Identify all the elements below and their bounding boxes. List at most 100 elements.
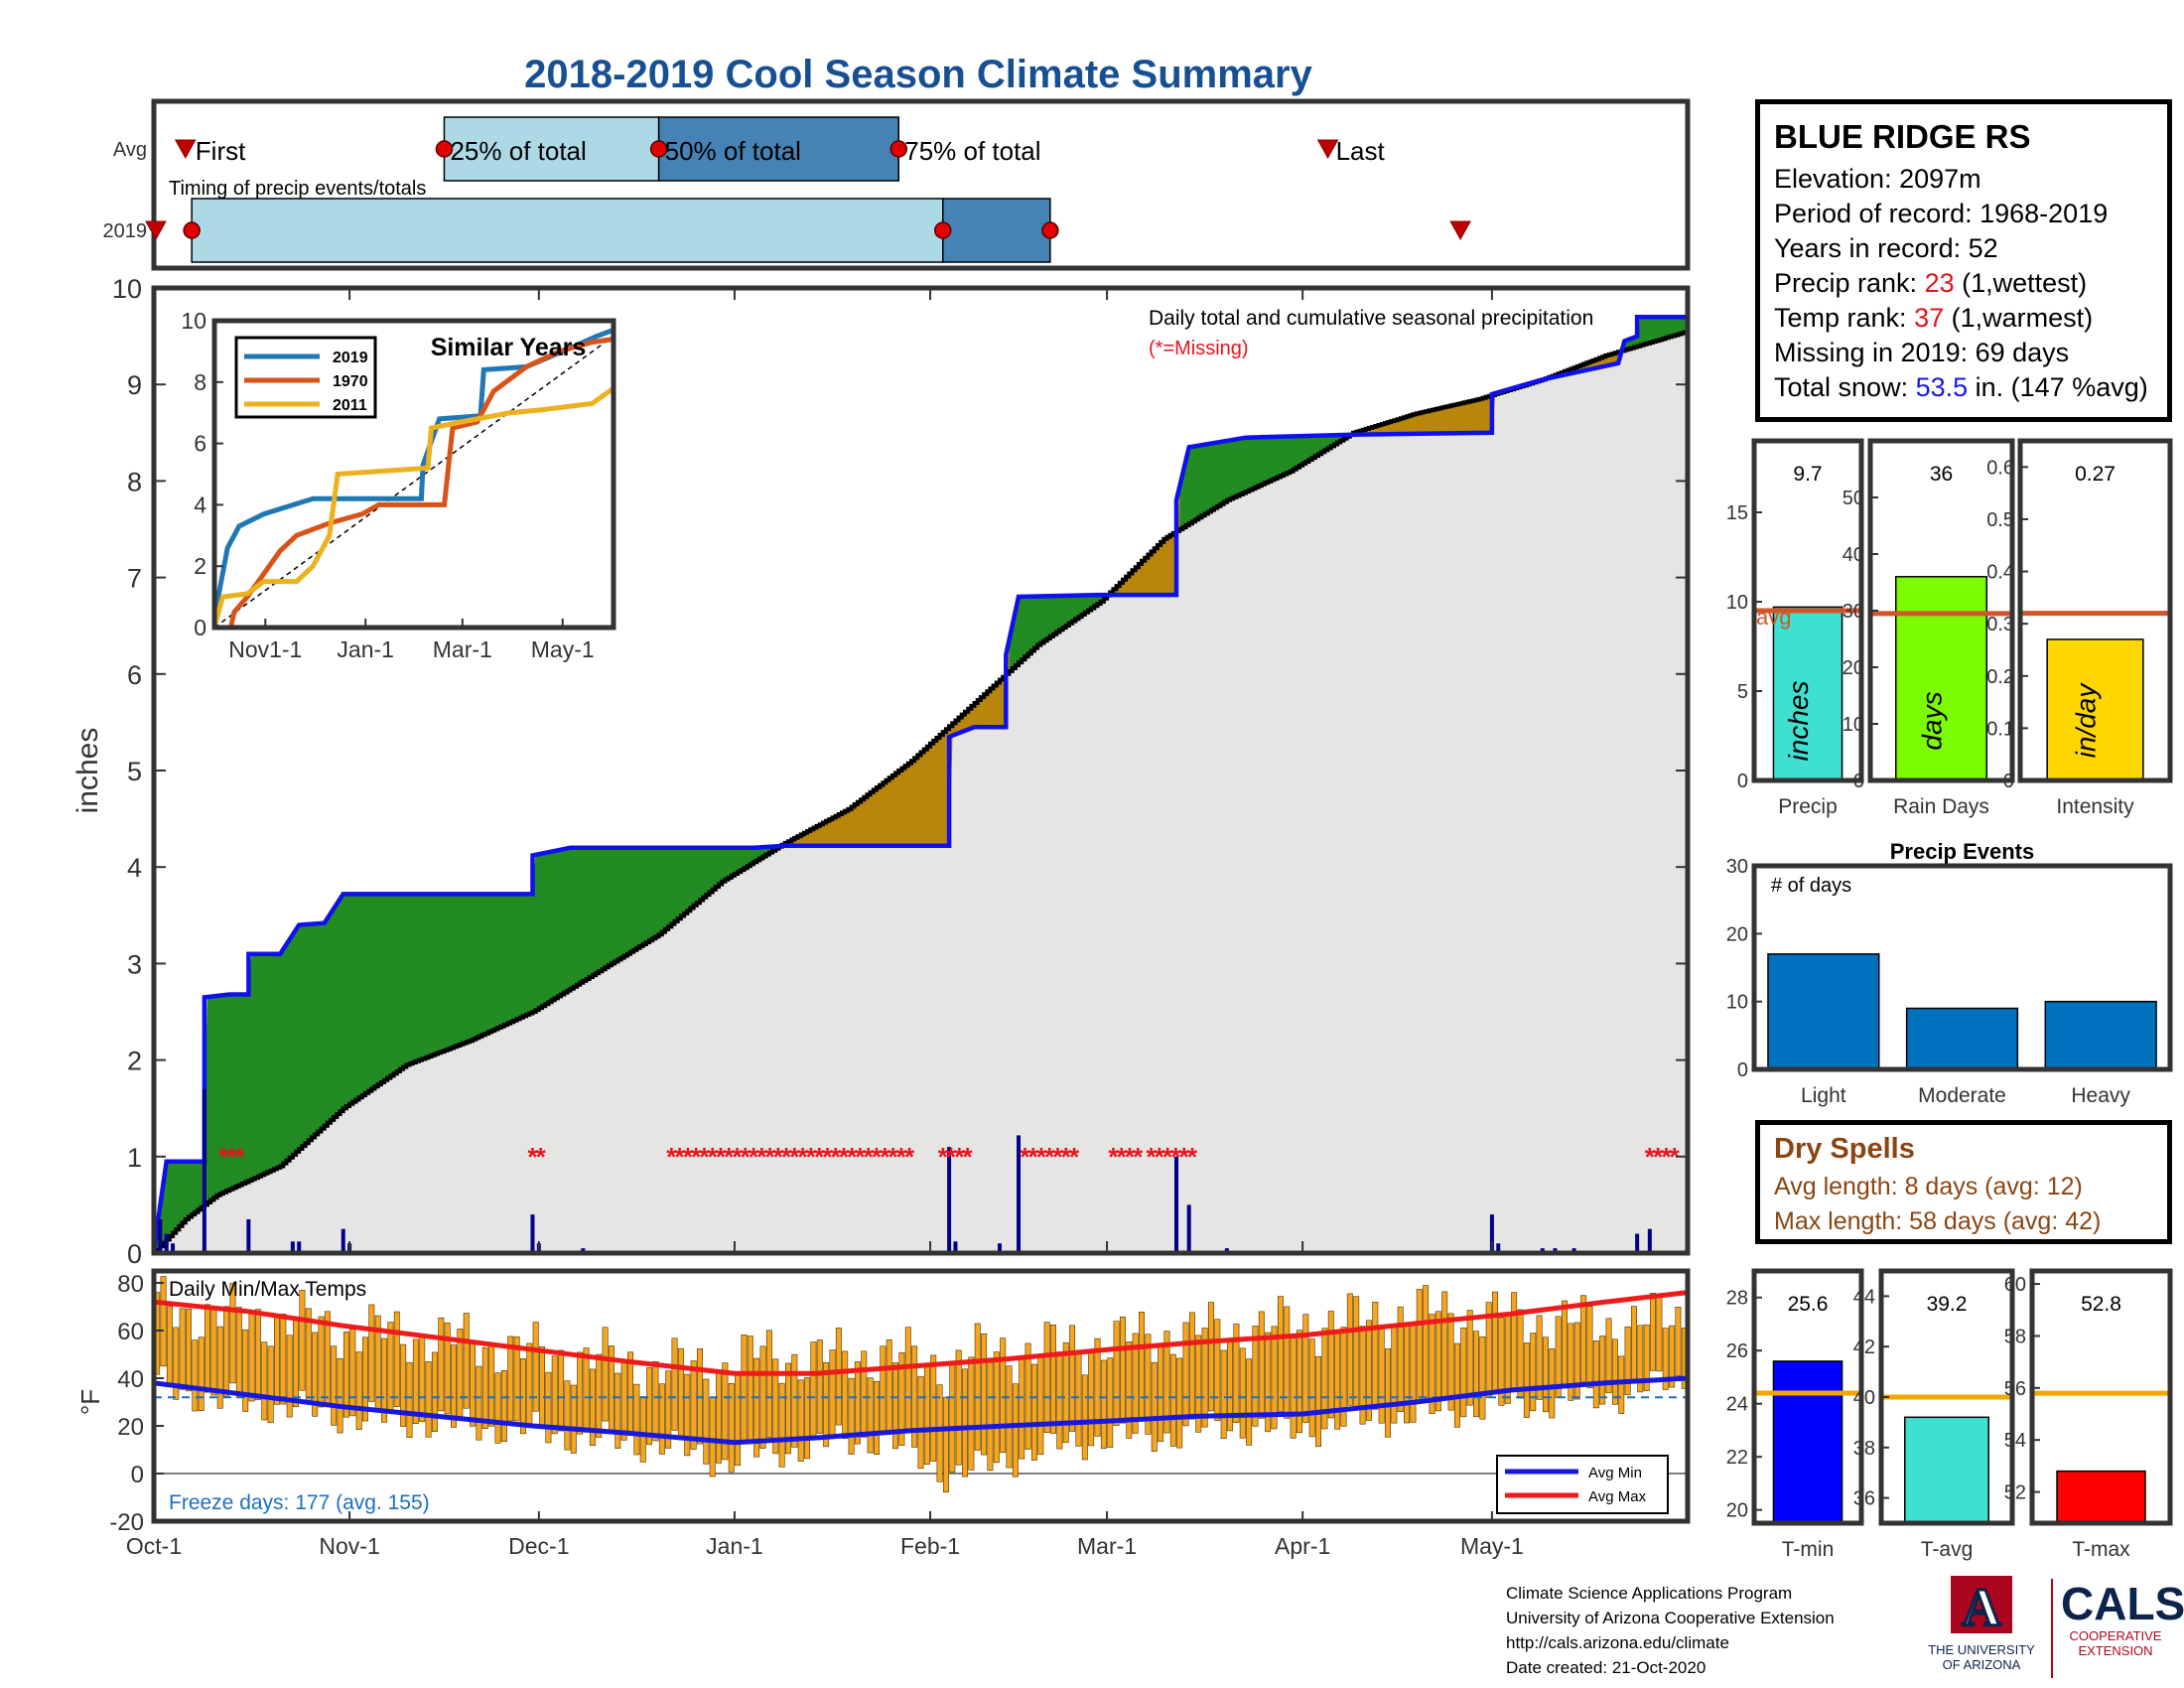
- temp_max-frame: [2029, 1268, 2173, 1526]
- events-bar-heavy: [2044, 1000, 2157, 1070]
- precip-events-chart: Light Moderate Heavy 0 10 20 30 Precip Events # …: [1726, 839, 2173, 1107]
- daily-precip-bar: [953, 1241, 958, 1253]
- daily-temp-bar: [917, 1376, 924, 1470]
- daily-temp-bar: [1391, 1325, 1398, 1424]
- events-title: Precip Events: [1890, 839, 2035, 864]
- events-y-tick-label: 10: [1726, 992, 1748, 1014]
- daily-temp-bar: [804, 1377, 811, 1460]
- daily-temp-bar: [1182, 1322, 1189, 1427]
- daily-temp-bar: [1650, 1293, 1657, 1371]
- daily-temp-bar: [235, 1307, 242, 1398]
- daily-temp-bar: [216, 1326, 223, 1409]
- temp-y-axis-label: °F: [75, 1389, 105, 1415]
- similar-years-inset: 0 2 4 6 8 10 Nov1-1 Jan-1 Mar-1 May-1 Similar Year…: [181, 308, 616, 662]
- missing-day-marker: *: [1108, 1142, 1119, 1172]
- daily-temp-bar: [1321, 1328, 1328, 1430]
- daily-temp-bar: [1385, 1348, 1391, 1438]
- footer-line-3: http://cals.arizona.edu/climate: [1506, 1633, 1729, 1652]
- daily-temp-bar: [646, 1367, 653, 1446]
- missing-day-marker: *: [1670, 1142, 1681, 1172]
- temp-x-tick-label: Nov-1: [319, 1533, 379, 1559]
- totals_rain_days-chart: days 0 10 20 30 40 50 36 Rain Days: [1843, 438, 2015, 818]
- daily-temp-bar: [684, 1373, 691, 1457]
- ua-logo-mark: A: [1963, 1578, 2001, 1637]
- inset-legend-label-2011: 2011: [333, 397, 367, 414]
- missing-day-marker: *: [527, 1142, 538, 1172]
- missing-day-marker: *: [732, 1142, 743, 1172]
- daily-temp-bar: [1094, 1337, 1101, 1437]
- missing-day-marker: *: [234, 1142, 245, 1172]
- daily-temp-bar: [349, 1329, 356, 1417]
- timing-label-last: Last: [1336, 136, 1386, 166]
- daily-temp-bar: [955, 1349, 962, 1466]
- totals_precip-bar: [1772, 606, 1843, 781]
- daily-temp-bar: [690, 1360, 697, 1450]
- missing-day-marker: *: [880, 1142, 890, 1172]
- main-y-tick-label: 9: [127, 370, 142, 400]
- daily-temp-bar: [854, 1361, 861, 1445]
- daily-temp-bar: [962, 1368, 968, 1477]
- main-y-tick-label: 4: [127, 853, 142, 883]
- timing-avg-25-marker: [435, 140, 454, 158]
- daily-temp-bar: [368, 1304, 375, 1402]
- daily-temp-bar: [633, 1383, 640, 1456]
- daily-temp-bar: [835, 1328, 842, 1426]
- missing-day-marker: *: [1187, 1142, 1198, 1172]
- daily-temp-bar: [387, 1322, 394, 1414]
- daily-temp-bar: [1069, 1325, 1076, 1432]
- daily-temp-bar: [463, 1313, 470, 1409]
- main-y-tick-label: 2: [127, 1047, 142, 1076]
- daily-temp-bar: [577, 1351, 584, 1435]
- main-y-tick-label: 8: [127, 467, 142, 496]
- daily-temp-bar: [470, 1342, 477, 1427]
- daily-temp-bar: [1517, 1309, 1524, 1399]
- missing-day-marker: *: [536, 1142, 547, 1172]
- daily-temp-bar: [267, 1345, 274, 1424]
- daily-temp-bar: [1207, 1302, 1214, 1412]
- daily-temp-bar: [494, 1372, 501, 1444]
- daily-temp-bar: [652, 1360, 659, 1442]
- daily-temp-bar: [166, 1306, 173, 1386]
- daily-temp-bar: [539, 1345, 545, 1428]
- totals_precip-y-tick-label: 10: [1726, 592, 1748, 614]
- missing-day-marker: *: [226, 1142, 237, 1172]
- daily-precip-bar: [1186, 1204, 1191, 1253]
- missing-day-marker: *: [946, 1142, 957, 1172]
- daily-temp-bar: [513, 1336, 520, 1422]
- avg-cumulative-line: [154, 330, 1690, 1255]
- daily-temp-bar: [936, 1384, 943, 1482]
- dry-spells-avg: Avg length: 8 days (avg: 12): [1774, 1173, 2083, 1200]
- dry-spells-box: Dry Spells Avg length: 8 days (avg: 12) …: [1755, 1120, 2172, 1244]
- timing-2019-50-marker: [934, 221, 952, 239]
- daily-temp-bar: [1006, 1365, 1013, 1469]
- missing-day-marker: *: [1069, 1142, 1080, 1172]
- daily-temp-bar: [1246, 1358, 1253, 1446]
- legend-avg-max-label: Avg Max: [1588, 1488, 1647, 1505]
- daily-temp-bar: [1460, 1328, 1467, 1418]
- missing-day-marker: *: [764, 1142, 775, 1172]
- timing-row-label-avg: Avg: [113, 139, 147, 161]
- inset-legend-label-1970: 1970: [333, 373, 368, 390]
- temp_avg-y-tick-label: 44: [1853, 1286, 1875, 1308]
- timing-avg-last-marker: [1316, 139, 1339, 160]
- daily-temp-bar: [949, 1362, 956, 1474]
- temp_avg-y-tick-label: 38: [1853, 1438, 1875, 1460]
- dry-spells-max: Max length: 58 days (avg: 42): [1774, 1207, 2102, 1235]
- daily-temp-bar: [444, 1322, 451, 1415]
- ua-caption-2: OF ARIZONA: [1942, 1657, 2021, 1672]
- temp-rank-line: Temp rank: 37 (1,warmest): [1774, 303, 2094, 333]
- temp-panel-title: Daily Min/Max Temps: [169, 1278, 366, 1301]
- daily-temp-bar: [722, 1362, 729, 1461]
- daily-temp-bar: [431, 1351, 438, 1432]
- daily-temp-bar: [709, 1396, 716, 1477]
- daily-temp-bar: [1056, 1351, 1063, 1450]
- daily-temp-bar: [1302, 1314, 1309, 1423]
- daily-temp-bar: [1188, 1312, 1195, 1420]
- missing-day-marker: *: [938, 1142, 949, 1172]
- missing-day-marker: *: [749, 1142, 759, 1172]
- daily-temp-bar: [192, 1339, 199, 1412]
- temp-y-tick-label: 40: [117, 1366, 144, 1393]
- events-category-heavy: Heavy: [2071, 1084, 2130, 1107]
- inset-series-1970: [214, 337, 614, 631]
